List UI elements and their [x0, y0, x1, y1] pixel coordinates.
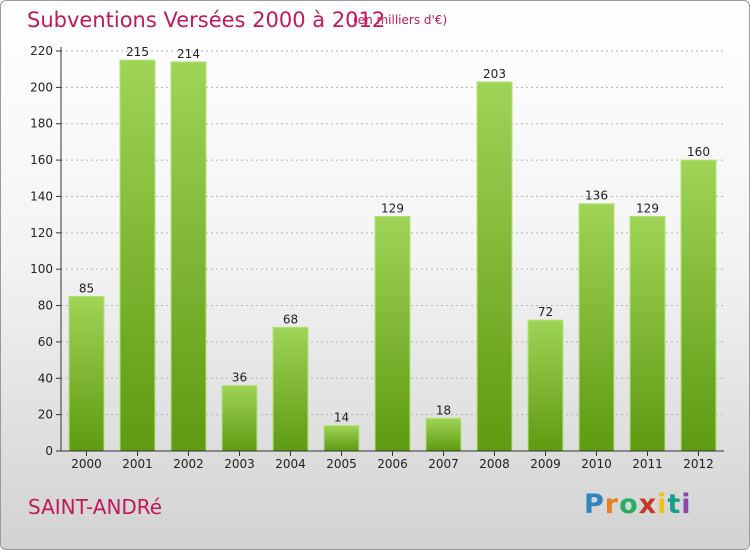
bar-2004	[272, 326, 309, 452]
bar-value-label: 18	[436, 403, 451, 417]
bar-2002	[170, 61, 207, 452]
y-tick-label: 140	[30, 189, 53, 203]
y-tick-label: 0	[45, 444, 53, 458]
axis-layer: 0 20 40 60 80 100 120 140 160 180 200 220 2000 2001 20…	[30, 44, 724, 471]
commune-name: SAINT-ANDRé	[28, 495, 163, 519]
bar-2003	[221, 385, 258, 452]
bar-value-label: 215	[126, 45, 149, 59]
x-tick-label: 2007	[428, 457, 459, 471]
bar-2007	[425, 417, 462, 452]
y-tick-label: 40	[38, 371, 53, 385]
bar-2011	[629, 215, 666, 452]
chart-title: Subventions Versées 2000 à 2012	[27, 8, 386, 32]
y-tick-label: 60	[38, 335, 53, 349]
bar-2000	[68, 295, 105, 452]
bar-value-label: 85	[79, 281, 94, 295]
bar-2001	[119, 59, 156, 452]
x-tick-label: 2010	[581, 457, 612, 471]
bar-value-label: 129	[636, 201, 659, 215]
bar-2008	[476, 81, 513, 452]
y-tick-label: 120	[30, 226, 53, 240]
bar-value-label: 36	[232, 371, 247, 385]
x-tick-label: 2009	[530, 457, 561, 471]
bar-value-label: 68	[283, 312, 298, 326]
x-tick-label: 2008	[479, 457, 510, 471]
y-tick-label: 220	[30, 44, 53, 58]
y-tick-label: 100	[30, 262, 53, 276]
bar-2012	[680, 159, 717, 452]
x-tick-label: 2012	[683, 457, 714, 471]
y-tick-label: 160	[30, 153, 53, 167]
bar-value-label: 214	[177, 47, 200, 61]
y-tick-label: 200	[30, 80, 53, 94]
bar-2005	[323, 425, 360, 452]
x-tick-label: 2005	[326, 457, 357, 471]
proxiti-logo: Proxiti	[584, 489, 692, 520]
bar-value-label: 136	[585, 189, 608, 203]
x-tick-label: 2000	[71, 457, 102, 471]
x-tick-label: 2003	[224, 457, 255, 471]
bar-value-label: 160	[687, 145, 710, 159]
bar-value-label: 72	[538, 305, 553, 319]
bars-layer: 85 215 214 36 68 14 129 18 203 72 136 129 160	[68, 45, 717, 452]
bar-2006	[374, 215, 411, 452]
bar-2009	[527, 319, 564, 452]
x-tick-label: 2006	[377, 457, 408, 471]
y-tick-label: 80	[38, 299, 53, 313]
chart-unit: (en milliers d'€)	[353, 13, 448, 27]
x-tick-label: 2001	[122, 457, 153, 471]
bar-value-label: 14	[334, 411, 349, 425]
bar-value-label: 129	[381, 201, 404, 215]
x-tick-label: 2011	[632, 457, 663, 471]
x-tick-label: 2002	[173, 457, 204, 471]
bar-value-label: 203	[483, 67, 506, 81]
x-tick-label: 2004	[275, 457, 306, 471]
y-tick-label: 20	[38, 408, 53, 422]
y-tick-label: 180	[30, 117, 53, 131]
bar-2010	[578, 203, 615, 452]
